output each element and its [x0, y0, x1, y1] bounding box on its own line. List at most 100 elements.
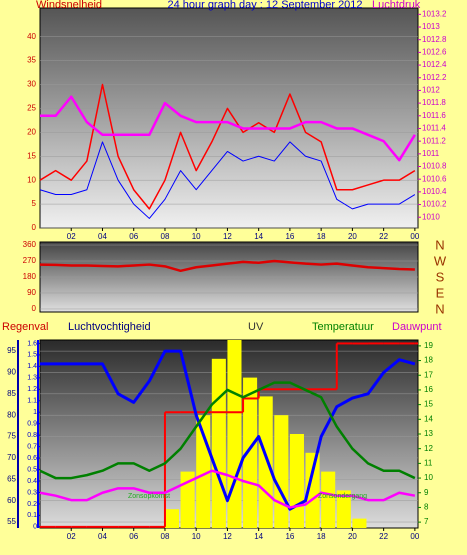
y-tick-label: 40	[27, 32, 36, 41]
y-tick-label: 70	[7, 453, 16, 462]
x-tick-label: 20	[348, 532, 357, 541]
y-tick-label: 7	[424, 517, 429, 526]
y-tick-label: 30	[27, 80, 36, 89]
chart-title: 24 hour graph day : 12 September 2012	[167, 0, 362, 11]
y2-axis-title: Luchtdruk	[372, 0, 421, 11]
x-tick-label: 16	[285, 232, 294, 241]
legend-label: UV	[248, 321, 264, 333]
y-tick-label: 0	[32, 304, 37, 313]
y-tick-label: 0.7	[27, 443, 37, 450]
y-tick-label: 90	[27, 288, 36, 297]
uv-bar	[289, 434, 304, 528]
x-tick-label: 02	[67, 532, 76, 541]
legend-label: Regenval	[2, 321, 48, 333]
uv-bar	[321, 471, 336, 528]
y-tick-label: 8	[424, 503, 429, 512]
y-tick-label: 1012	[422, 86, 440, 95]
y-tick-label: 0.5	[27, 466, 37, 473]
series-line	[39, 83, 416, 210]
y-tick-label: 13	[424, 429, 433, 438]
y-tick-label: 0	[32, 223, 37, 232]
y-tick-label: 1010.6	[422, 174, 447, 183]
y-tick-label: 0.6	[27, 455, 37, 462]
y-tick-label: 0	[33, 524, 37, 531]
y-tick-label: 0.8	[27, 432, 37, 439]
y-tick-label: 11	[424, 458, 433, 467]
y-tick-label: 14	[424, 414, 433, 423]
y-tick-label: 180	[23, 272, 37, 281]
y-tick-label: 0.9	[27, 421, 37, 428]
y-tick-label: 17	[424, 370, 433, 379]
y-tick-label: 75	[7, 432, 16, 441]
series-line	[40, 95, 416, 162]
x-tick-label: 20	[348, 232, 357, 241]
x-tick-label: 06	[129, 232, 138, 241]
uv-bar	[243, 377, 258, 528]
y-tick-label: 1013	[422, 22, 440, 31]
y-tick-label: 1012.6	[422, 47, 447, 56]
y-tick-label: 1011.6	[422, 111, 446, 120]
uv-bar	[164, 509, 180, 528]
y-tick-label: 1010	[422, 212, 440, 221]
y-tick-label: 1012.4	[422, 60, 447, 69]
y-tick-label: 1.1	[27, 398, 37, 405]
annotation: Zonsopkomst	[128, 493, 170, 500]
x-tick-label: 00	[410, 232, 419, 241]
direction-label: E	[436, 285, 445, 300]
y-tick-label: 15	[27, 151, 36, 160]
y-tick-label: 12	[424, 444, 433, 453]
uv-bar	[305, 452, 320, 528]
y-tick-label: 60	[7, 496, 16, 505]
y-tick-label: 85	[7, 389, 16, 398]
plot-area	[39, 7, 419, 229]
y-tick-label: 1013.2	[422, 9, 447, 18]
y-tick-label: 9	[424, 488, 429, 497]
y-tick-label: 35	[27, 56, 36, 65]
x-tick-label: 12	[223, 232, 232, 241]
series-line	[39, 381, 416, 480]
y-tick-label: 1011	[422, 149, 440, 158]
y-tick-label: 1012.2	[422, 73, 447, 82]
x-tick-label: 04	[98, 232, 107, 241]
y-tick-label: 1	[33, 409, 37, 416]
x-tick-label: 22	[379, 232, 388, 241]
y-tick-label: 1.5	[27, 352, 37, 359]
y-tick-label: 10	[27, 175, 36, 184]
direction-label: W	[434, 253, 447, 268]
uv-bar	[211, 358, 226, 528]
y-tick-label: 5	[32, 199, 37, 208]
x-tick-label: 14	[254, 232, 263, 241]
y-tick-label: 1012.8	[422, 35, 447, 44]
y-tick-label: 0.2	[27, 501, 37, 508]
y-tick-label: 1.2	[27, 386, 37, 393]
x-tick-label: 00	[410, 532, 419, 541]
legend-label: Dauwpunt	[392, 321, 442, 333]
uv-bar	[274, 415, 289, 528]
y-tick-label: 16	[424, 385, 433, 394]
y-tick-label: 10	[424, 473, 433, 482]
x-tick-label: 10	[192, 532, 201, 541]
y-tick-label: 25	[27, 104, 36, 113]
y-tick-label: 55	[7, 517, 16, 526]
y-tick-label: 0.3	[27, 489, 37, 496]
uv-bar	[352, 518, 367, 528]
direction-label: N	[435, 237, 444, 252]
annotation: Zonsondergang	[318, 493, 367, 500]
y-tick-label: 1011.8	[422, 98, 446, 107]
x-tick-label: 12	[223, 532, 232, 541]
y-axis-title: Windsnelheid	[36, 0, 102, 11]
y-tick-label: 1010.4	[422, 187, 447, 196]
x-tick-label: 16	[285, 532, 294, 541]
y-tick-label: 90	[7, 368, 16, 377]
y-tick-label: 20	[27, 127, 36, 136]
direction-label: N	[435, 301, 444, 316]
x-tick-label: 18	[317, 532, 326, 541]
y-tick-label: 360	[23, 240, 37, 249]
y-tick-label: 80	[7, 410, 16, 419]
x-tick-label: 22	[379, 532, 388, 541]
y-tick-label: 18	[424, 356, 433, 365]
y-tick-label: 0.1	[27, 512, 37, 519]
y-tick-label: 1010.2	[422, 200, 447, 209]
uv-bar	[180, 471, 195, 528]
y-tick-label: 65	[7, 474, 16, 483]
